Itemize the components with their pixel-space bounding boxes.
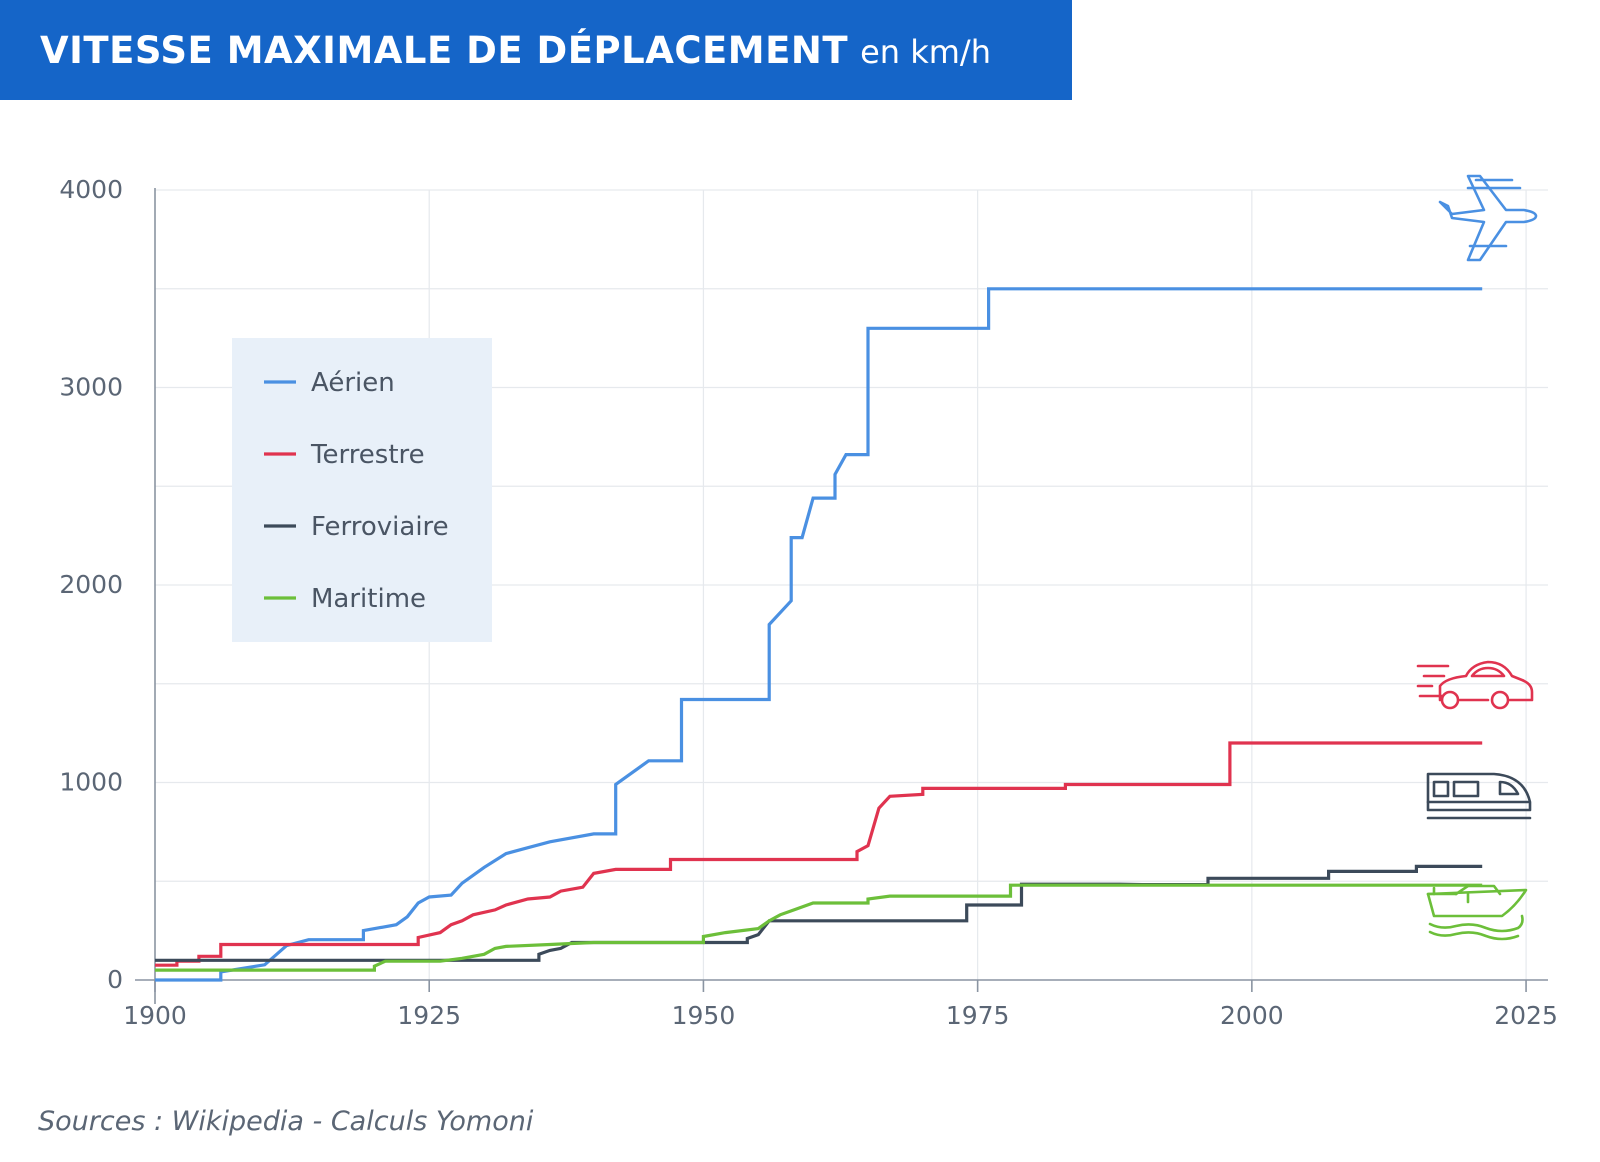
series-line-aerien <box>155 287 1483 982</box>
series-line-ferroviaire <box>155 864 1483 962</box>
legend-label-terrestre: Terrestre <box>310 440 425 470</box>
y-tick-label: 0 <box>107 965 123 994</box>
legend-label-aerien: Aérien <box>311 368 395 398</box>
x-tick-label: 1925 <box>397 1001 461 1030</box>
legend-label-maritime: Maritime <box>311 584 426 614</box>
airplane-icon <box>1438 174 1538 262</box>
chart-header: VITESSE MAXIMALE DE DÉPLACEMENT en km/h <box>0 0 1072 100</box>
y-tick-label: 3000 <box>59 373 123 402</box>
series-line-maritime <box>155 883 1483 972</box>
car-icon <box>1416 660 1534 710</box>
x-tick-label: 2000 <box>1220 1001 1284 1030</box>
legend: Aérien Terrestre Ferroviaire Maritime <box>232 338 492 642</box>
chart-title: VITESSE MAXIMALE DE DÉPLACEMENT <box>40 28 849 72</box>
boat-icon <box>1426 884 1528 941</box>
y-tick-label: 2000 <box>59 570 123 599</box>
series-line-terrestre <box>155 741 1483 967</box>
x-tick-label: 2025 <box>1494 1001 1558 1030</box>
train-icon <box>1426 772 1532 820</box>
source-note: Sources : Wikipedia - Calculs Yomoni <box>38 1106 534 1137</box>
x-tick-label: 1900 <box>123 1001 187 1030</box>
y-tick-label: 4000 <box>59 175 123 204</box>
x-tick-label: 1950 <box>672 1001 736 1030</box>
axes: 0 1000 2000 3000 4000 1900 1925 1950 1975 2000 202… <box>59 175 1558 1030</box>
chart-unit: en km/h <box>860 33 991 71</box>
series-lines <box>155 287 1483 982</box>
x-tick-label: 1975 <box>946 1001 1010 1030</box>
legend-label-ferroviaire: Ferroviaire <box>311 512 449 542</box>
legend-box <box>232 338 492 642</box>
y-tick-label: 1000 <box>59 768 123 797</box>
